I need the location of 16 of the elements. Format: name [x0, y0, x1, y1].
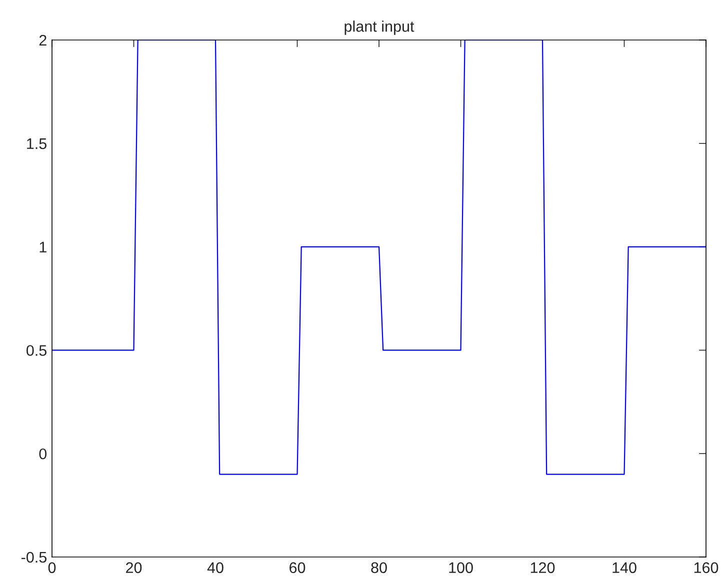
x-tick-label: 140 — [612, 562, 636, 574]
x-tick-label: 40 — [207, 562, 224, 574]
chart-title: plant input — [344, 20, 414, 35]
x-tick-label: 80 — [371, 562, 387, 574]
x-tick-label: 0 — [48, 562, 56, 574]
y-tick-label: 1 — [40, 242, 46, 252]
x-tick-label: 20 — [126, 562, 142, 574]
y-tick-label: 2 — [39, 34, 46, 46]
y-tick-label: 0.5 — [26, 345, 46, 356]
x-tick-label: 160 — [694, 562, 718, 574]
x-tick-label: 100 — [449, 562, 473, 574]
y-tick-label: 1.5 — [27, 138, 46, 150]
x-tick-label: 60 — [290, 562, 306, 574]
x-tick-label: 120 — [530, 562, 555, 574]
y-tick-label: -0.5 — [21, 552, 46, 563]
y-tick-label: 0 — [39, 448, 47, 460]
